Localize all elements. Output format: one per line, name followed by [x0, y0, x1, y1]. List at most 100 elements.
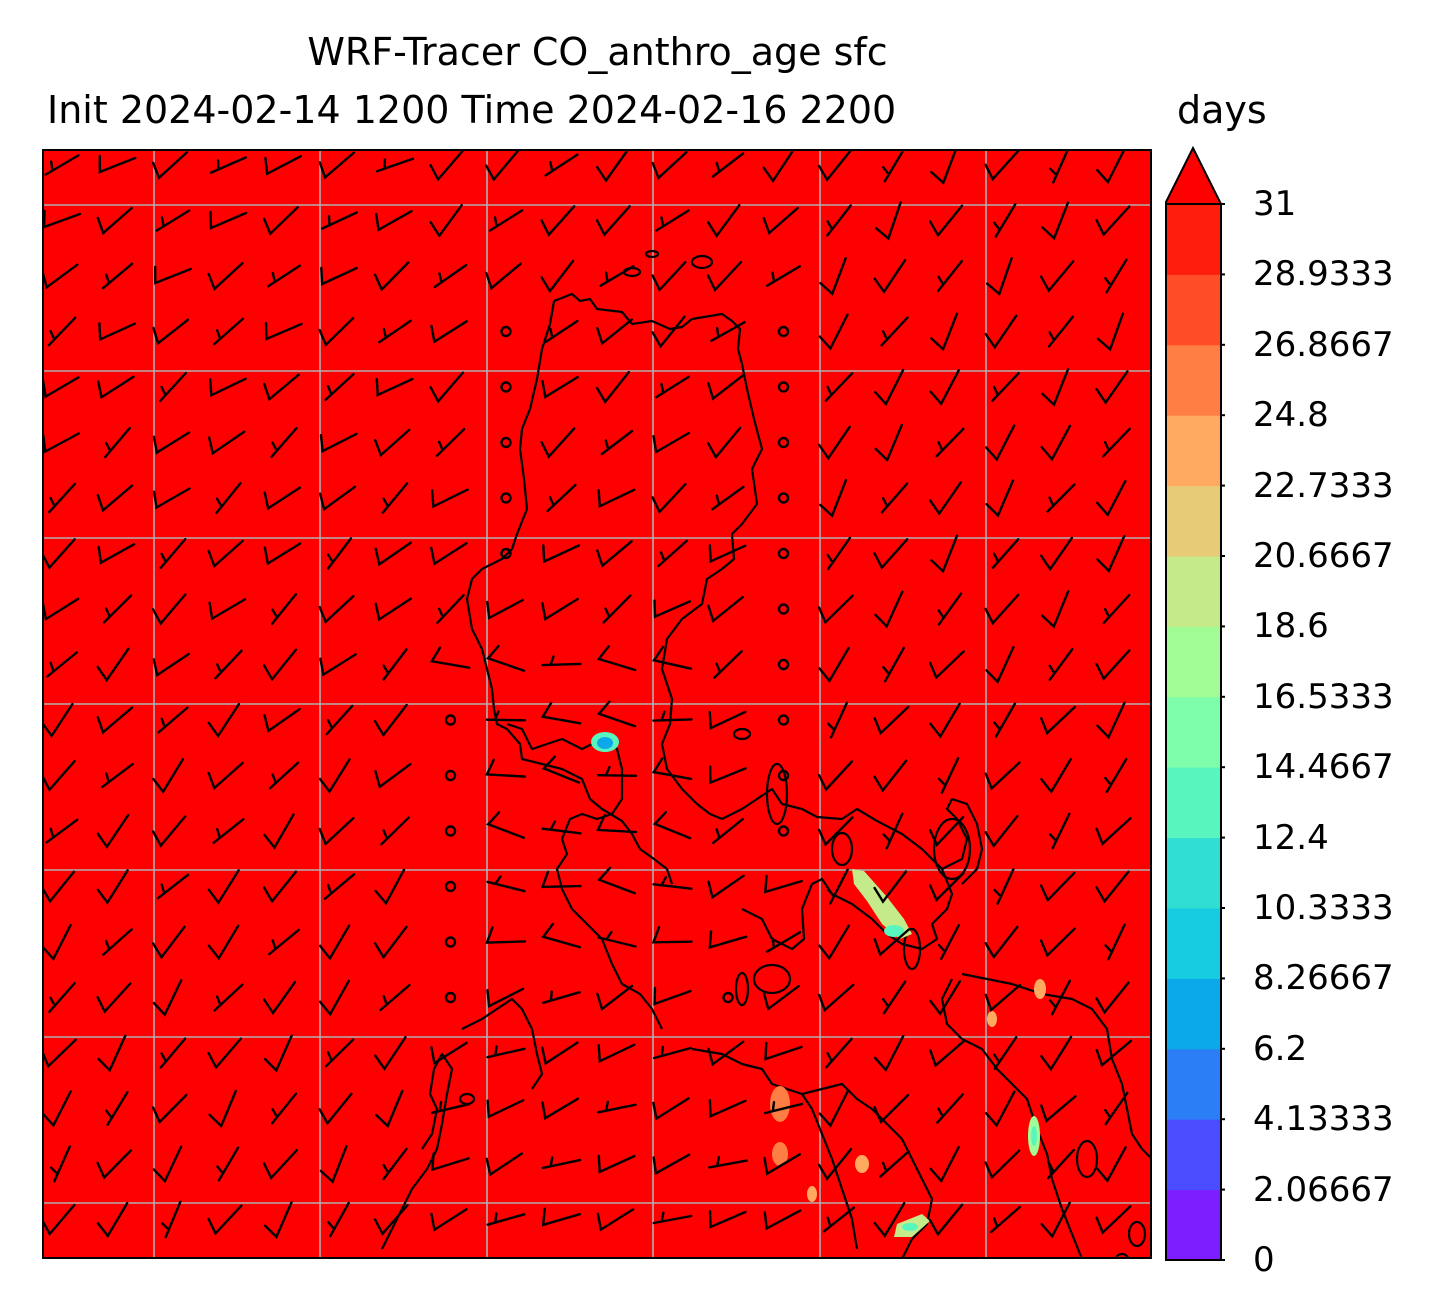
wind-barb: [154, 265, 192, 285]
wind-barb: [542, 990, 581, 1004]
wind-barb: [929, 369, 960, 406]
wind-barb: [101, 262, 134, 290]
wind-barb: [209, 210, 248, 230]
wind-barb: [1096, 312, 1125, 352]
island-outline: [732, 727, 752, 741]
bay-outline: [506, 722, 663, 1030]
wind-barb: [873, 759, 908, 793]
wind-barb: [708, 1099, 747, 1119]
wind-barb: [826, 868, 849, 905]
wind-barb: [486, 987, 525, 1008]
colorbar-tick-label: 14.4667: [1253, 747, 1394, 788]
wind-barb: [263, 486, 302, 511]
wind-barb: [708, 1209, 747, 1229]
colorbar-tick-marks: [1221, 203, 1225, 1261]
wind-barb: [1095, 817, 1132, 846]
wind-barb: [651, 260, 687, 293]
wind-barb: [1095, 370, 1129, 405]
wind-barb: [542, 544, 580, 564]
wind-barb: [151, 815, 187, 848]
island-outline: [644, 249, 660, 259]
wind-barb: [378, 319, 412, 344]
calm-wind-circle: [777, 658, 790, 671]
wind-barb: [597, 866, 636, 895]
wind-barb: [319, 432, 358, 453]
colorbar-bin: [1166, 837, 1221, 909]
wind-barb: [48, 482, 76, 514]
wind-barb: [595, 370, 630, 405]
wind-barb: [152, 652, 190, 677]
wind-barb: [1104, 258, 1128, 294]
wind-barb: [1040, 758, 1072, 794]
wind-barb: [207, 869, 240, 905]
wind-barb: [873, 1202, 906, 1238]
wind-barb: [984, 149, 1020, 182]
island-outline: [932, 817, 972, 881]
colorbar-bin: [1166, 204, 1221, 275]
wind-barb: [42, 1038, 77, 1069]
wind-barb: [595, 205, 631, 237]
wind-barb: [824, 372, 854, 402]
wind-barb: [96, 706, 134, 735]
wind-barb: [207, 1037, 243, 1070]
wind-barb: [429, 204, 463, 238]
wind-barb: [993, 203, 1017, 238]
wind-barb: [596, 765, 638, 777]
wind-barb: [541, 597, 579, 621]
wind-barb: [375, 1089, 404, 1129]
wind-barb: [711, 152, 745, 178]
wind-barb: [1095, 1146, 1127, 1183]
wind-barb: [993, 702, 1017, 738]
wind-barb: [655, 209, 690, 232]
wind-barb: [324, 372, 355, 402]
wind-barb: [710, 321, 746, 342]
wind-barb: [707, 595, 744, 623]
wind-barb: [318, 594, 355, 624]
wind-barb: [825, 1037, 853, 1069]
wind-barb: [652, 1097, 690, 1121]
wind-barb: [488, 209, 524, 232]
calm-wind-circle: [444, 714, 457, 726]
wind-barb: [485, 710, 527, 722]
coastline-outlines: [381, 249, 1152, 1259]
map-frame: [42, 149, 1152, 1259]
wind-barb: [381, 482, 409, 514]
wind-barb: [546, 483, 577, 513]
wind-barb: [373, 261, 410, 292]
wind-barb: [1096, 534, 1126, 573]
chart-title-line1: WRF-Tracer CO_anthro_age sfc: [307, 30, 888, 74]
wind-barb: [708, 710, 747, 730]
wind-barb: [597, 1100, 637, 1114]
calm-wind-circle: [777, 825, 790, 837]
wind-barb: [216, 1146, 240, 1182]
west-coast-outline: [465, 300, 674, 885]
wind-barb: [430, 1208, 468, 1232]
wind-barb: [375, 157, 415, 173]
wind-barb: [96, 982, 132, 1014]
colorbar-bin: [1166, 344, 1221, 416]
wind-barb: [596, 700, 637, 728]
wind-barb: [1048, 812, 1071, 850]
island-outline: [765, 762, 789, 826]
wind-barb: [429, 149, 465, 182]
wind-barb: [708, 544, 747, 564]
wind-barb: [380, 816, 410, 846]
colorbar-bin: [1166, 556, 1221, 627]
wind-barb: [319, 653, 357, 677]
low-age-patch: [772, 1142, 788, 1166]
wind-barb: [713, 650, 743, 679]
wind-barb: [873, 1093, 910, 1124]
calm-wind-circle: [722, 991, 734, 1004]
wind-barb: [597, 930, 637, 948]
colorbar-tick-label: 12.4: [1253, 817, 1329, 858]
colorbar-color-bins: [1166, 204, 1221, 1261]
wind-barb: [1040, 424, 1072, 462]
island-outline: [830, 831, 854, 867]
wind-barb: [321, 211, 358, 230]
wind-barb: [651, 926, 693, 944]
wind-barb: [826, 536, 852, 571]
island-outline: [1075, 1139, 1099, 1179]
wind-barb: [268, 761, 300, 790]
colorbar: [1165, 146, 1225, 1261]
wind-barb: [873, 259, 907, 294]
